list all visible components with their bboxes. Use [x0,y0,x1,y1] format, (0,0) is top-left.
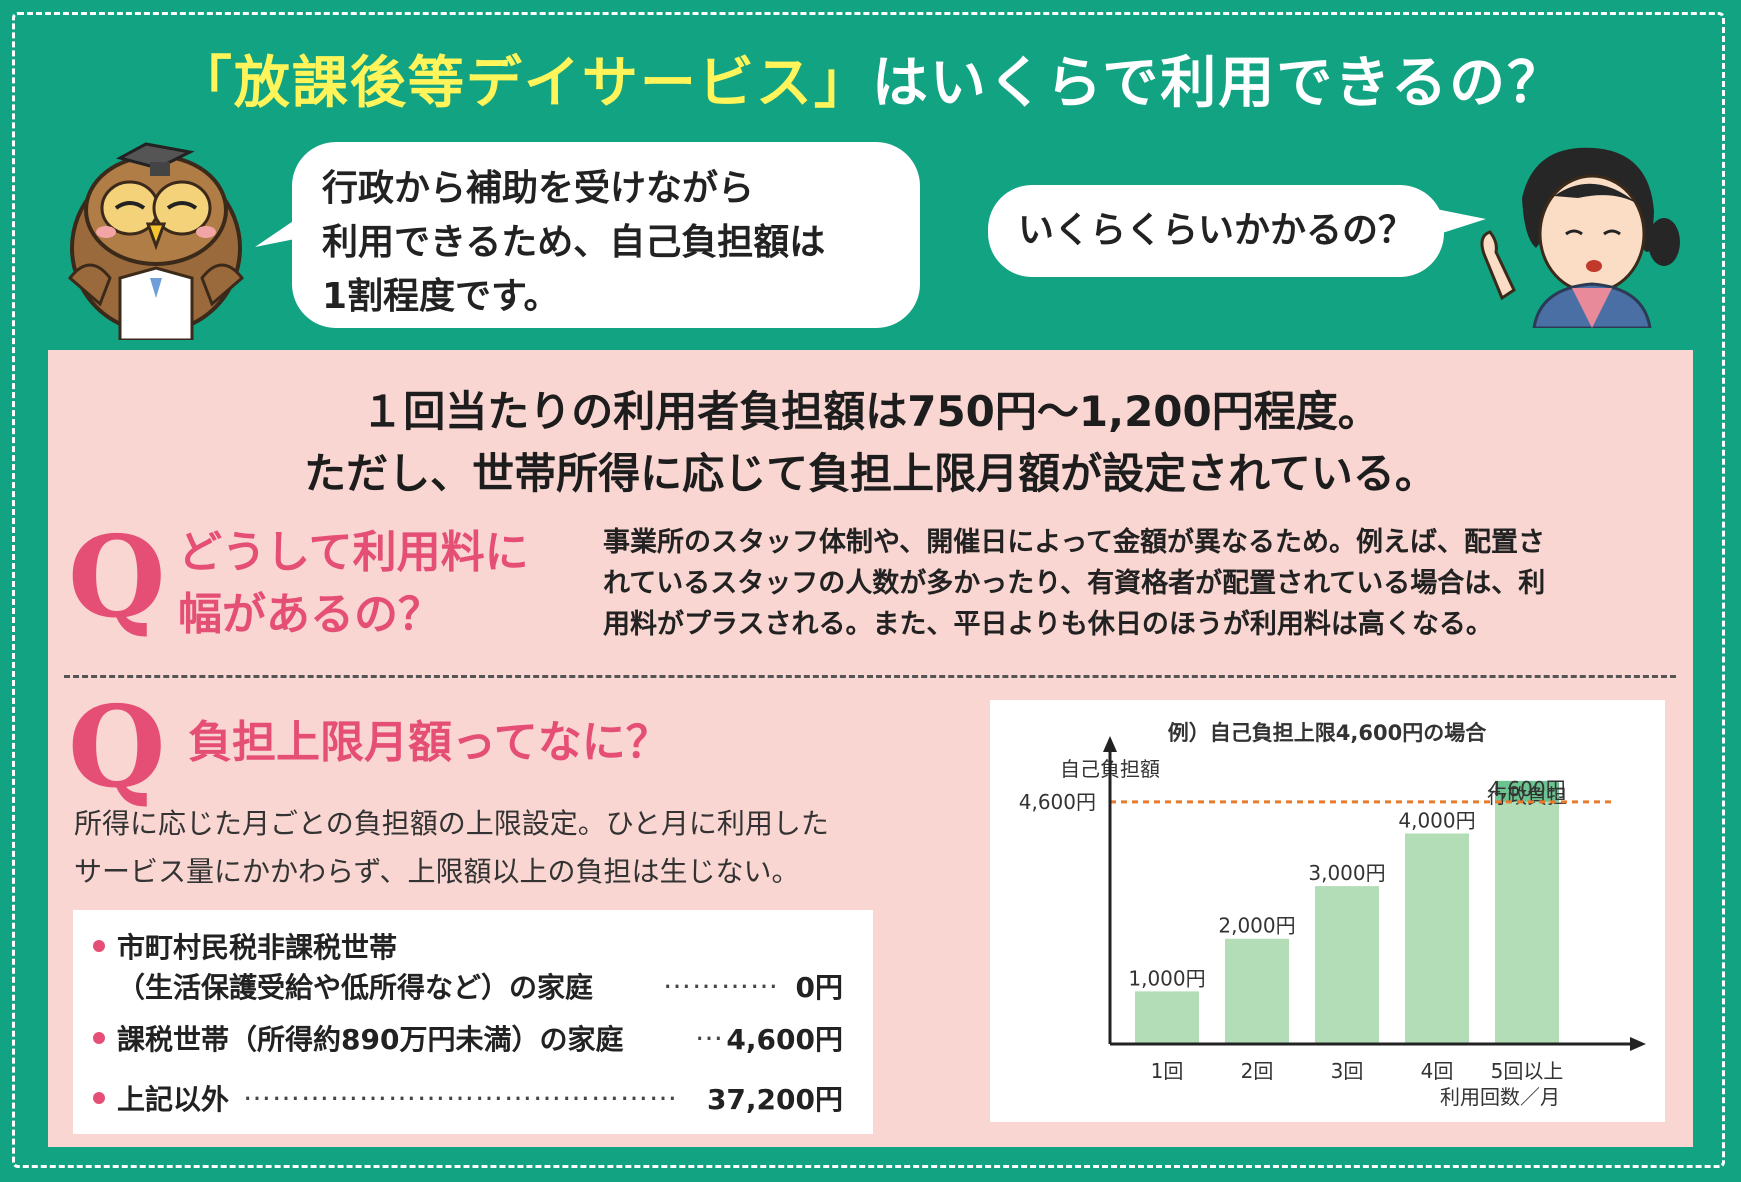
x-tick-label: 4回 [1421,1059,1454,1083]
dashed-border [12,12,1725,1168]
q1-answer: 事業所のスタッフ体制や、開催日によって金額が異なるため。例えば、配置さ れている… [603,522,1678,645]
bullet-icon [93,940,105,952]
q1-mark: Q [68,512,166,643]
list-item: 市町村民税非課税世帯 （生活保護受給や低所得など）の家庭 ………… 0円 [73,924,873,1004]
case-value: 37,200円 [706,1083,843,1116]
lead-line-2: ただし、世帯所得に応じて負担上限月額が設定されている。 [304,449,1437,498]
chart-bar [1225,938,1289,1044]
y-axis-arrow [1103,736,1117,752]
leader-dots: … [695,1014,724,1047]
case-label: 市町村民税非課税世帯 [117,931,398,964]
x-tick-label: 2回 [1241,1059,1274,1083]
q1-title-line: どうして利用料に [178,527,529,578]
case-label: 上記以外 [117,1083,230,1116]
q1-title-line: 幅があるの？ [178,589,442,640]
woman-bubble-text: いくらくらいかかるの？ [1018,210,1415,251]
owl-speech-bubble: 行政から補助を受けながら 利用できるため、自己負担額は 1割程度です。 [292,142,920,328]
data-label: 3,000円 [1308,861,1385,885]
title-rest: はいくらで利用できるの？ [871,51,1566,116]
q2-title: 負担上限月額ってなに？ [188,717,670,768]
q2-mark: Q [68,682,166,813]
x-tick-label: 3回 [1331,1059,1364,1083]
leader-dots: ……………………………………… [243,1074,678,1107]
section-divider [64,675,1676,678]
chart-container: 例）自己負担上限4,600円の場合自己負担額1,000円1回2,000円2回3,… [990,700,1665,1122]
woman-character-icon [1480,147,1680,328]
data-label: 1,000円 [1128,966,1205,990]
lead-line-1: １回当たりの利用者負担額は750円～1,200円程度。 [361,387,1380,436]
q1-title: どうして利用料に 幅があるの？ [178,522,529,646]
reference-line-label: 4,600円 [1019,790,1096,814]
case-value: 0円 [795,971,843,1004]
list-item: 課税世帯（所得約890万円未満）の家庭 … 4,600円 [73,1014,873,1060]
burden-chart: 例）自己負担上限4,600円の場合自己負担額1,000円1回2,000円2回3,… [1019,721,1646,1109]
bullet-icon [93,1032,105,1044]
chart-bar [1315,886,1379,1044]
excess-label: 行政負担 [1487,784,1567,808]
bullet-icon [93,1092,105,1104]
owl-bubble-line: 行政から補助を受けながら [322,168,755,209]
q1-answer-line: 用料がプラスされる。また、平日よりも休日のほうが利用料は高くなる。 [603,609,1493,640]
list-item: 上記以外 ……………………………………… 37,200円 [73,1074,873,1120]
chart-bar-excess [1495,780,1559,802]
page-title: 「放課後等デイサービス」はいくらで利用できるの？ [0,38,1741,119]
owl-bubble-line: 1割程度です。 [322,276,560,317]
owl-bubble-line: 利用できるため、自己負担額は [322,222,826,263]
leader-dots: ………… [663,962,779,995]
x-axis-arrow [1630,1037,1646,1051]
case-label: 課税世帯（所得約890万円未満）の家庭 [117,1023,624,1056]
chart-title: 例）自己負担上限4,600円の場合 [1168,721,1487,745]
data-label: 4,000円 [1398,808,1475,832]
case-label-sub: （生活保護受給や低所得など）の家庭 [117,971,594,1004]
burden-cap-list: 市町村民税非課税世帯 （生活保護受給や低所得など）の家庭 ………… 0円 課税世… [73,910,873,1134]
chart-bar [1135,991,1199,1044]
q1-answer-line: れているスタッフの人数が多かったり、有資格者が配置されている場合は、利 [603,568,1546,599]
q2-description-line: サービス量にかかわらず、上限額以上の負担は生じない。 [74,855,800,888]
x-axis-label: 利用回数／月 [1440,1085,1560,1109]
main-panel: １回当たりの利用者負担額は750円～1,200円程度。 ただし、世帯所得に応じて… [48,350,1693,1147]
case-value: 4,600円 [726,1023,843,1056]
x-tick-label: 5回以上 [1491,1059,1564,1083]
woman-speech-bubble: いくらくらいかかるの？ [988,185,1444,277]
q1-answer-line: 事業所のスタッフ体制や、開催日によって金額が異なるため。例えば、配置さ [603,527,1546,558]
chart-bar [1405,833,1469,1044]
data-label: 4,600円 [1488,777,1565,801]
chart-bar [1495,801,1559,1044]
bubble-tail-right [1436,209,1486,235]
data-label: 2,000円 [1218,914,1295,938]
x-tick-label: 1回 [1151,1059,1184,1083]
title-highlight: 「放課後等デイサービス」 [175,51,872,116]
owl-professor-icon [67,142,245,340]
q2-description: 所得に応じた月ごとの負担額の上限設定。ひと月に利用した サービス量にかかわらず、… [74,800,974,896]
q2-description-line: 所得に応じた月ごとの負担額の上限設定。ひと月に利用した [74,807,829,840]
